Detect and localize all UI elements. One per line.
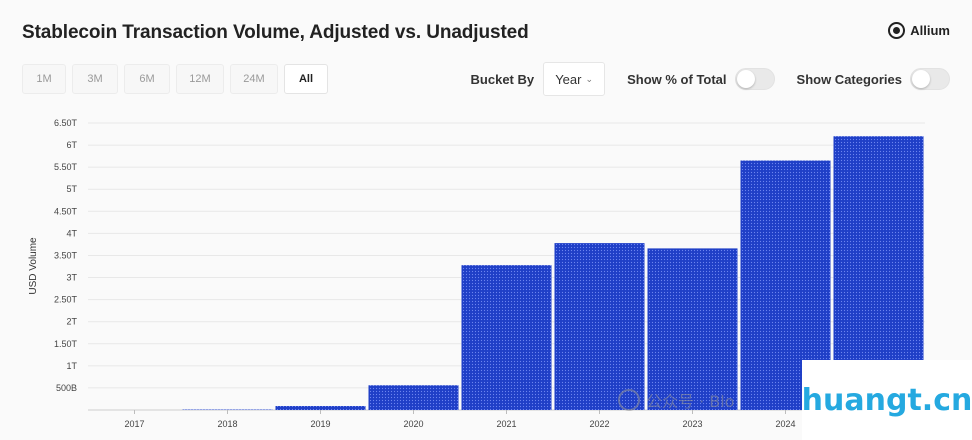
bar[interactable] xyxy=(275,406,366,410)
show-percent-label: Show % of Total xyxy=(627,71,727,87)
bucket-by-label: Bucket By xyxy=(470,71,535,87)
brand-logo: Allium xyxy=(888,22,950,39)
bar[interactable] xyxy=(368,385,459,410)
bucket-select[interactable]: Year ⌄ xyxy=(543,62,606,96)
y-tick-label: 500B xyxy=(56,383,77,393)
y-tick-label: 1.50T xyxy=(54,339,78,349)
wechat-watermark: 公众号 · Blo xyxy=(618,388,734,412)
brand-name: Allium xyxy=(910,23,950,38)
y-axis-label: USD Volume xyxy=(28,237,39,295)
chart-controls: Bucket By Year ⌄ Show % of Total Show Ca… xyxy=(471,62,950,96)
show-categories-toggle[interactable] xyxy=(910,68,950,90)
time-range-selector: 1M 3M 6M 12M 24M All xyxy=(22,64,328,94)
y-tick-label: 1T xyxy=(66,361,77,371)
y-tick-label: 2.50T xyxy=(54,295,78,305)
y-tick-label: 5T xyxy=(66,184,77,194)
range-1m-button[interactable]: 1M xyxy=(22,64,66,94)
range-12m-button[interactable]: 12M xyxy=(176,64,224,94)
x-tick-label: 2020 xyxy=(403,419,423,429)
x-tick-label: 2017 xyxy=(124,419,144,429)
y-tick-label: 3.50T xyxy=(54,250,78,260)
x-tick-label: 2019 xyxy=(310,419,330,429)
x-tick-label: 2022 xyxy=(589,419,609,429)
site-watermark: huangt.cn xyxy=(802,360,972,440)
allium-icon xyxy=(888,22,906,39)
x-tick-label: 2023 xyxy=(682,419,702,429)
y-tick-label: 2T xyxy=(66,317,77,327)
range-all-button[interactable]: All xyxy=(284,64,328,94)
y-tick-label: 6T xyxy=(66,140,77,150)
y-tick-label: 4.50T xyxy=(54,206,78,216)
x-tick-label: 2018 xyxy=(217,419,237,429)
show-categories-label: Show Categories xyxy=(796,71,902,87)
y-tick-label: 3T xyxy=(66,273,77,283)
wechat-text: 公众号 · Blo xyxy=(646,392,735,411)
range-24m-button[interactable]: 24M xyxy=(230,64,278,94)
y-axis: 500B 1T 1.50T 2T 2.50T 3T 3.50T 4T 4.50T 5T 5.50T 6… xyxy=(54,118,78,393)
site-text: huangt.cn xyxy=(801,382,972,418)
bar[interactable] xyxy=(647,248,738,410)
bar[interactable] xyxy=(461,265,552,410)
range-3m-button[interactable]: 3M xyxy=(72,64,118,94)
x-tick-label: 2024 xyxy=(775,419,795,429)
range-6m-button[interactable]: 6M xyxy=(124,64,170,94)
x-axis: 2017 2018 2019 2020 2021 2022 2023 2024 xyxy=(124,410,796,429)
y-tick-label: 4T xyxy=(66,228,77,238)
bucket-select-value: Year xyxy=(555,71,582,87)
x-tick-label: 2021 xyxy=(496,419,516,429)
show-percent-toggle[interactable] xyxy=(734,68,775,90)
bar[interactable] xyxy=(554,243,645,410)
chevron-down-icon: ⌄ xyxy=(585,73,594,84)
y-tick-label: 6.50T xyxy=(54,118,78,128)
wechat-icon xyxy=(618,389,640,411)
chart-title: Stablecoin Transaction Volume, Adjusted … xyxy=(22,22,529,43)
y-tick-label: 5.50T xyxy=(54,162,78,172)
